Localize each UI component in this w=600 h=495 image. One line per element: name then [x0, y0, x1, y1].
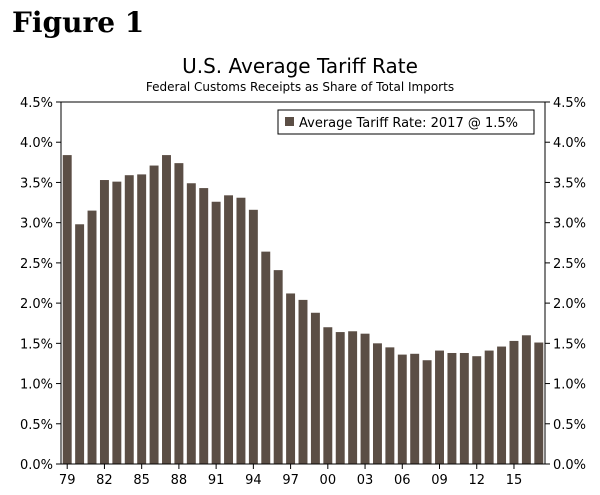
x-tick-label: 97 [282, 473, 299, 488]
bar-2014 [497, 346, 507, 464]
bar-2010 [447, 352, 457, 464]
y-tick-label-left: 3.5% [20, 176, 53, 191]
bar-2012 [472, 356, 482, 464]
y-tick-label-left: 1.5% [20, 337, 53, 352]
bar-2015 [509, 340, 519, 464]
bar-1996 [273, 270, 283, 464]
bar-1981 [87, 210, 97, 464]
y-tick-label-left: 4.0% [20, 136, 53, 151]
legend-swatch [285, 117, 294, 126]
y-tick-label-right: 1.0% [553, 378, 586, 393]
bar-1995 [261, 251, 271, 464]
figure-label: Figure 1 [12, 6, 145, 39]
y-tick-label-right: 2.5% [553, 257, 586, 272]
bar-1992 [224, 195, 234, 464]
y-tick-label-right: 0.0% [553, 458, 586, 473]
x-tick-label: 09 [431, 473, 448, 488]
x-tick-label: 15 [506, 473, 523, 488]
x-tick-label: 91 [208, 473, 225, 488]
bar-1994 [248, 209, 258, 464]
bar-1987 [162, 155, 171, 464]
y-tick-label-left: 2.5% [20, 257, 53, 272]
y-tick-label-right: 1.5% [553, 337, 586, 352]
bar-2004 [372, 343, 382, 464]
bar-1997 [286, 293, 296, 464]
bar-1993 [236, 197, 246, 465]
y-tick-label-left: 0.0% [20, 458, 53, 473]
bar-2002 [348, 331, 358, 464]
y-tick-label-right: 2.0% [553, 297, 586, 312]
bar-1990 [199, 188, 209, 464]
bar-2000 [323, 327, 333, 464]
left-y-axis: 0.0% 0.5% 1.0% 1.5% 2.0% 2.5% 3.0% 3.5% 4.0% 4.5% [20, 96, 61, 473]
x-tick-label: 03 [357, 473, 374, 488]
bar-1989 [186, 183, 196, 464]
legend-box [277, 109, 535, 135]
bar-2016 [521, 335, 531, 464]
bar-2013 [484, 350, 494, 464]
x-tick-label: 82 [96, 473, 113, 488]
x-tick-label: 88 [171, 473, 188, 488]
bar-2001 [335, 332, 345, 464]
chart-title: U.S. Average Tariff Rate [182, 54, 418, 78]
y-tick-label-right: 3.5% [553, 176, 586, 191]
x-tick-label: 06 [394, 473, 411, 488]
bar-1980 [75, 224, 85, 464]
bar-2006 [397, 354, 407, 464]
bar-1982 [99, 180, 109, 464]
y-tick-label-right: 0.5% [553, 418, 586, 433]
y-tick-label-right: 3.0% [553, 217, 586, 232]
y-tick-label-left: 3.0% [20, 217, 53, 232]
bar-1979 [62, 155, 72, 464]
y-tick-label-left: 1.0% [20, 378, 53, 393]
chart-subtitle: Federal Customs Receipts as Share of Tot… [145, 80, 455, 94]
bar-1984 [124, 175, 134, 464]
y-tick-label-left: 2.0% [20, 297, 53, 312]
bar-1988 [174, 163, 184, 464]
x-axis: 79 82 85 88 91 94 97 00 03 06 09 12 15 [59, 464, 522, 488]
y-tick-label-left: 0.5% [20, 418, 53, 433]
bar-1998 [298, 299, 308, 464]
bar-2007 [410, 353, 420, 464]
x-tick-label: 00 [320, 473, 337, 488]
bar-2003 [360, 333, 370, 464]
x-tick-label: 12 [468, 473, 485, 488]
legend: Average Tariff Rate: 2017 @ 1.5% [277, 109, 535, 135]
bar-2017 [534, 342, 544, 464]
bar-series [62, 155, 544, 465]
bar-1986 [149, 165, 159, 465]
x-tick-label: 85 [133, 473, 150, 488]
plot-frame [60, 101, 546, 465]
y-tick-label-right: 4.5% [553, 96, 586, 111]
x-tick-label: 79 [59, 473, 76, 488]
x-tick-label: 94 [245, 473, 262, 488]
bar-2011 [459, 352, 469, 464]
bar-1991 [211, 201, 221, 464]
y-tick-label-left: 4.5% [20, 96, 53, 111]
bar-2008 [422, 360, 432, 464]
bar-1985 [137, 174, 147, 464]
right-y-axis: 0.0% 0.5% 1.0% 1.5% 2.0% 2.5% 3.0% 3.5% 4.0% 4.5% [545, 96, 586, 473]
bar-2005 [385, 347, 395, 464]
legend-label: Average Tariff Rate: 2017 @ 1.5% [299, 116, 518, 131]
y-tick-label-right: 4.0% [553, 136, 586, 151]
bar-1983 [112, 181, 122, 464]
bar-2009 [435, 350, 444, 464]
bar-1999 [310, 312, 320, 464]
